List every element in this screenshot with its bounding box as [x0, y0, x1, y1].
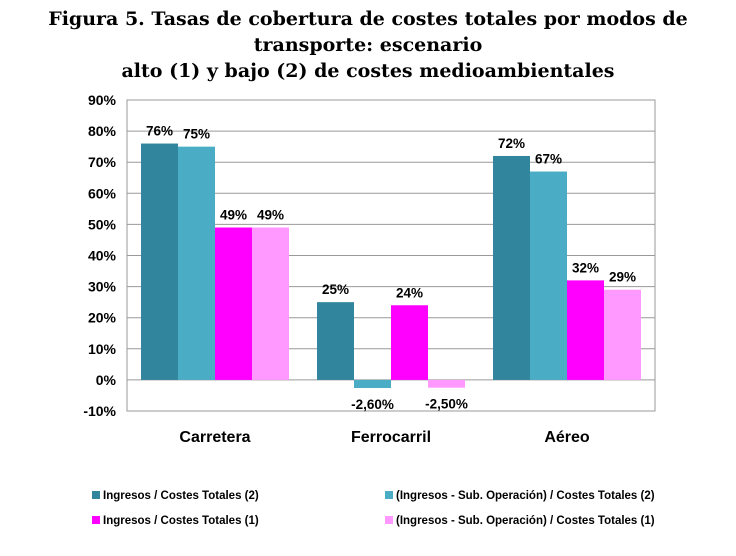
bar: [530, 171, 567, 380]
bar: [252, 227, 289, 380]
legend-swatch: [92, 491, 100, 499]
y-tick-label: -10%: [83, 403, 116, 419]
y-tick-label: 90%: [88, 92, 117, 108]
plot-area: [126, 99, 656, 412]
y-tick-label: 80%: [88, 123, 117, 139]
y-tick-label: 30%: [88, 279, 117, 295]
data-label: 75%: [183, 127, 210, 142]
bar: [317, 302, 354, 380]
bar: [178, 146, 215, 380]
data-label: -2,60%: [351, 397, 394, 412]
data-label: 72%: [498, 136, 525, 151]
legend-swatch: [385, 516, 393, 524]
y-tick-label: 40%: [88, 248, 117, 264]
y-tick-label: 10%: [88, 341, 117, 357]
data-label: 29%: [609, 270, 636, 285]
chart-title-line-1: Figura 5. Tasas de cobertura de costes t…: [48, 8, 688, 56]
bar: [567, 280, 604, 380]
bar: [493, 155, 530, 380]
data-label: 32%: [572, 260, 599, 275]
legend-swatch: [385, 491, 393, 499]
bar: [604, 289, 641, 380]
chart-title: Figura 5. Tasas de cobertura de costes t…: [0, 6, 736, 84]
bar: [391, 305, 428, 380]
bar: [428, 379, 465, 388]
legend-entry: Ingresos / Costes Totales (2): [103, 490, 259, 502]
data-label: 76%: [146, 124, 173, 139]
bar: [141, 143, 178, 380]
legend-swatch: [92, 516, 100, 524]
category-label: Ferrocarril: [351, 429, 431, 446]
data-label: 24%: [396, 285, 423, 300]
category-label: Aéreo: [544, 429, 590, 446]
y-tick-label: 60%: [88, 185, 117, 201]
category-label: Carretera: [179, 429, 250, 446]
y-tick-label: 0%: [96, 372, 117, 388]
data-label: 25%: [322, 282, 349, 297]
data-label: -2,50%: [425, 397, 468, 412]
y-tick-label: 50%: [88, 216, 117, 232]
legend-entry: Ingresos / Costes Totales (1): [103, 515, 259, 527]
data-label: 49%: [220, 208, 247, 223]
legend-entry: (Ingresos - Sub. Operación) / Costes Tot…: [396, 515, 655, 527]
bar: [354, 379, 391, 388]
data-label: 67%: [535, 152, 562, 167]
data-label: 49%: [257, 208, 284, 223]
legend-entry: (Ingresos - Sub. Operación) / Costes Tot…: [396, 490, 655, 502]
y-tick-label: 70%: [88, 154, 117, 170]
chart-title-line-2: alto (1) y bajo (2) de costes medioambie…: [121, 60, 615, 82]
y-tick-label: 20%: [88, 310, 117, 326]
bar: [215, 227, 252, 380]
